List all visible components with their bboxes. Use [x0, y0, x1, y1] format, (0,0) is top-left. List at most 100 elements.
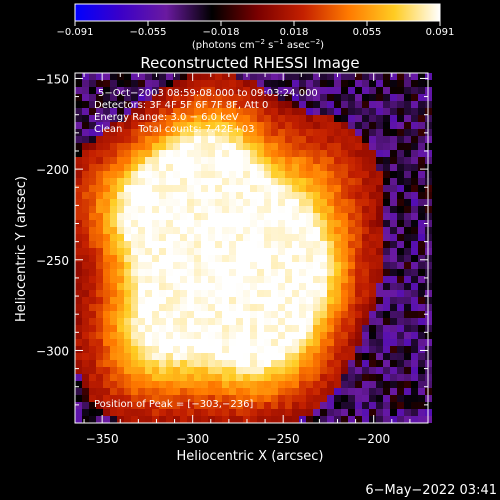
heatmap-cell: [355, 178, 362, 185]
heatmap-cell: [215, 101, 222, 108]
heatmap-cell: [243, 227, 250, 234]
heatmap-cell: [138, 248, 145, 255]
heatmap-cell: [348, 234, 355, 241]
heatmap-cell: [145, 164, 152, 171]
heatmap-cell: [348, 213, 355, 220]
heatmap-cell: [103, 353, 110, 360]
heatmap-cell: [355, 143, 362, 150]
heatmap-cell: [271, 241, 278, 248]
heatmap-cell: [131, 129, 138, 136]
heatmap-cell: [397, 325, 404, 332]
heatmap-cell: [222, 283, 229, 290]
heatmap-cell: [355, 206, 362, 213]
heatmap-cell: [208, 304, 215, 311]
heatmap-cell: [383, 297, 390, 304]
heatmap-cell: [292, 346, 299, 353]
heatmap-cell: [96, 381, 103, 388]
heatmap-cell: [313, 353, 320, 360]
heatmap-cell: [180, 374, 187, 381]
heatmap-cell: [285, 388, 292, 395]
heatmap-cell: [264, 227, 271, 234]
y-axis-ticks: −150−200−250−300: [36, 72, 428, 424]
heatmap-cell: [264, 269, 271, 276]
heatmap-cell: [418, 262, 425, 269]
heatmap-cell: [124, 227, 131, 234]
heatmap-cell: [194, 87, 201, 94]
heatmap-cell: [369, 122, 376, 129]
heatmap-cell: [327, 367, 334, 374]
heatmap-cell: [250, 262, 257, 269]
heatmap-cell: [103, 304, 110, 311]
heatmap-cell: [75, 332, 82, 339]
heatmap-cell: [327, 395, 334, 402]
heatmap-cell: [376, 388, 383, 395]
heatmap-cell: [194, 94, 201, 101]
heatmap-cell: [271, 304, 278, 311]
heatmap-cell: [355, 122, 362, 129]
heatmap-cell: [229, 402, 236, 409]
heatmap-cell: [348, 178, 355, 185]
heatmap-cell: [327, 150, 334, 157]
heatmap-cell: [383, 318, 390, 325]
heatmap-cell: [194, 353, 201, 360]
heatmap-cell: [320, 234, 327, 241]
heatmap-cell: [124, 269, 131, 276]
heatmap-cell: [306, 304, 313, 311]
heatmap-cell: [222, 339, 229, 346]
heatmap-cell: [222, 80, 229, 87]
heatmap-cell: [397, 108, 404, 115]
heatmap-cell: [75, 164, 82, 171]
heatmap-cell: [243, 311, 250, 318]
heatmap-cell: [215, 304, 222, 311]
heatmap-cell: [383, 388, 390, 395]
heatmap-cell: [173, 115, 180, 122]
heatmap-cell: [397, 143, 404, 150]
heatmap-cell: [390, 374, 397, 381]
heatmap-cell: [292, 276, 299, 283]
heatmap-cell: [103, 73, 110, 80]
heatmap-cell: [250, 297, 257, 304]
heatmap-cell: [152, 311, 159, 318]
heatmap-cell: [285, 199, 292, 206]
heatmap-cell: [383, 227, 390, 234]
heatmap-cell: [208, 276, 215, 283]
heatmap-cell: [292, 234, 299, 241]
heatmap-cell: [138, 199, 145, 206]
heatmap-cell: [257, 290, 264, 297]
heatmap-cell: [173, 297, 180, 304]
heatmap-cell: [75, 276, 82, 283]
heatmap-cell: [208, 297, 215, 304]
heatmap-cell: [166, 360, 173, 367]
heatmap-cell: [208, 150, 215, 157]
heatmap-cell: [166, 395, 173, 402]
heatmap-cell: [292, 171, 299, 178]
heatmap-cell: [327, 311, 334, 318]
heatmap-cell: [320, 227, 327, 234]
heatmap-cell: [243, 150, 250, 157]
heatmap-cell: [131, 311, 138, 318]
heatmap-cell: [383, 248, 390, 255]
heatmap-cell: [152, 304, 159, 311]
heatmap-cell: [187, 353, 194, 360]
heatmap-cell: [222, 164, 229, 171]
heatmap-cell: [166, 192, 173, 199]
heatmap-cell: [397, 304, 404, 311]
heatmap-cell: [285, 409, 292, 416]
heatmap-cell: [264, 248, 271, 255]
heatmap-cell: [264, 290, 271, 297]
heatmap-cell: [180, 304, 187, 311]
heatmap-cell: [411, 73, 418, 80]
heatmap-cell: [159, 185, 166, 192]
heatmap-cell: [103, 318, 110, 325]
heatmap-cell: [75, 248, 82, 255]
heatmap-cell: [110, 416, 117, 423]
heatmap-cell: [285, 101, 292, 108]
heatmap-cell: [159, 318, 166, 325]
heatmap-cell: [418, 192, 425, 199]
heatmap-cell: [215, 360, 222, 367]
heatmap-cell: [243, 269, 250, 276]
heatmap-cell: [376, 206, 383, 213]
heatmap-cell: [222, 395, 229, 402]
heatmap-cell: [348, 283, 355, 290]
heatmap-cell: [362, 129, 369, 136]
